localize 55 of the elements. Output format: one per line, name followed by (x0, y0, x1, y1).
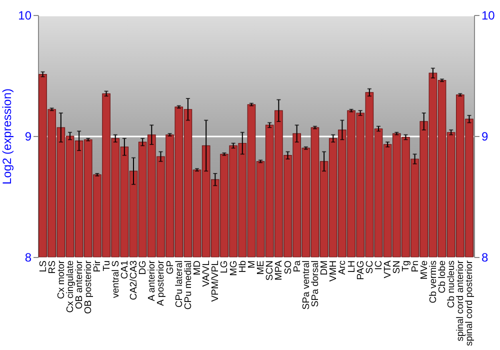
x-tick-label: SPa dorsal (310, 260, 321, 307)
x-tick-label: CPu medial (182, 260, 194, 310)
x-tick-label: spinal cord posterior (464, 260, 476, 346)
x-tick-label: Pa (292, 260, 303, 272)
x-tick-label: VPM/VPL (210, 260, 222, 302)
x-tick-label: GP (164, 260, 176, 274)
y-tick-label: 9 (24, 130, 32, 144)
x-tick-label: Pir (92, 260, 104, 272)
y2-tick-label: 10 (482, 8, 496, 22)
x-tick-label: CA2/CA3 (128, 260, 140, 300)
y-tick-label: 8 (24, 250, 32, 264)
x-tick-label: SN (392, 260, 403, 274)
x-tick-label: IC (373, 260, 384, 270)
y-tick-label: 10 (18, 8, 32, 22)
x-tick-label: SCN (264, 260, 276, 281)
x-tick-label: Cx cingulate (64, 260, 76, 313)
x-tick-label: LH (346, 260, 358, 273)
x-tick-label: M (246, 260, 258, 268)
x-tick-label: VTA (382, 260, 394, 278)
x-tick-label: Hb (237, 260, 248, 273)
y2-tick-label: 9 (482, 130, 488, 144)
x-tick-label: LS (38, 260, 49, 272)
x-tick-label: Tg (400, 260, 412, 272)
x-tick-label: Arc (337, 260, 348, 275)
x-tick-label: Cx motor (56, 260, 67, 300)
x-tick-label: CA1 (119, 260, 130, 279)
x-tick-label: RS (46, 260, 58, 274)
x-tick-label: PAG (355, 260, 366, 280)
x-tick-label: MD (192, 260, 204, 276)
x-tick-label: SO (282, 260, 294, 274)
x-tick-label: A posterior (156, 260, 167, 306)
x-tick-label: DG (138, 260, 149, 275)
x-tick-label: ME (256, 260, 267, 275)
y2-tick-label: 8 (482, 250, 488, 264)
x-tick-label: VMH (328, 260, 340, 282)
x-tick-label: MVe (418, 260, 430, 280)
x-tick-label: VA/VL (201, 260, 212, 287)
x-tick-label: Cb nucleus (446, 260, 458, 308)
x-tick-label: CPu lateral (174, 260, 185, 308)
x-tick-label: SPa ventral (300, 260, 312, 310)
x-tick-label: Cb lobe (437, 260, 448, 294)
x-tick-label: DM (319, 260, 330, 276)
x-tick-label: OB posterior (83, 260, 94, 314)
x-tick-label: MG (228, 260, 240, 276)
x-tick-label: A anterior (146, 260, 158, 302)
x-tick-label: SC (364, 260, 376, 274)
x-tick-label: OB anterior (74, 260, 86, 310)
x-tick-label: Pn (410, 260, 421, 272)
x-tick-label: ventral S (110, 260, 122, 298)
x-tick-label: LG (219, 260, 230, 274)
x-tick-label: Cb vermis (428, 260, 439, 304)
x-tick-label: MPA (274, 260, 285, 280)
x-tick-label: Tu (101, 260, 112, 272)
y-axis-title: Log2 (expression) (0, 88, 14, 185)
x-tick-label: spinal cord anterior (455, 260, 466, 342)
